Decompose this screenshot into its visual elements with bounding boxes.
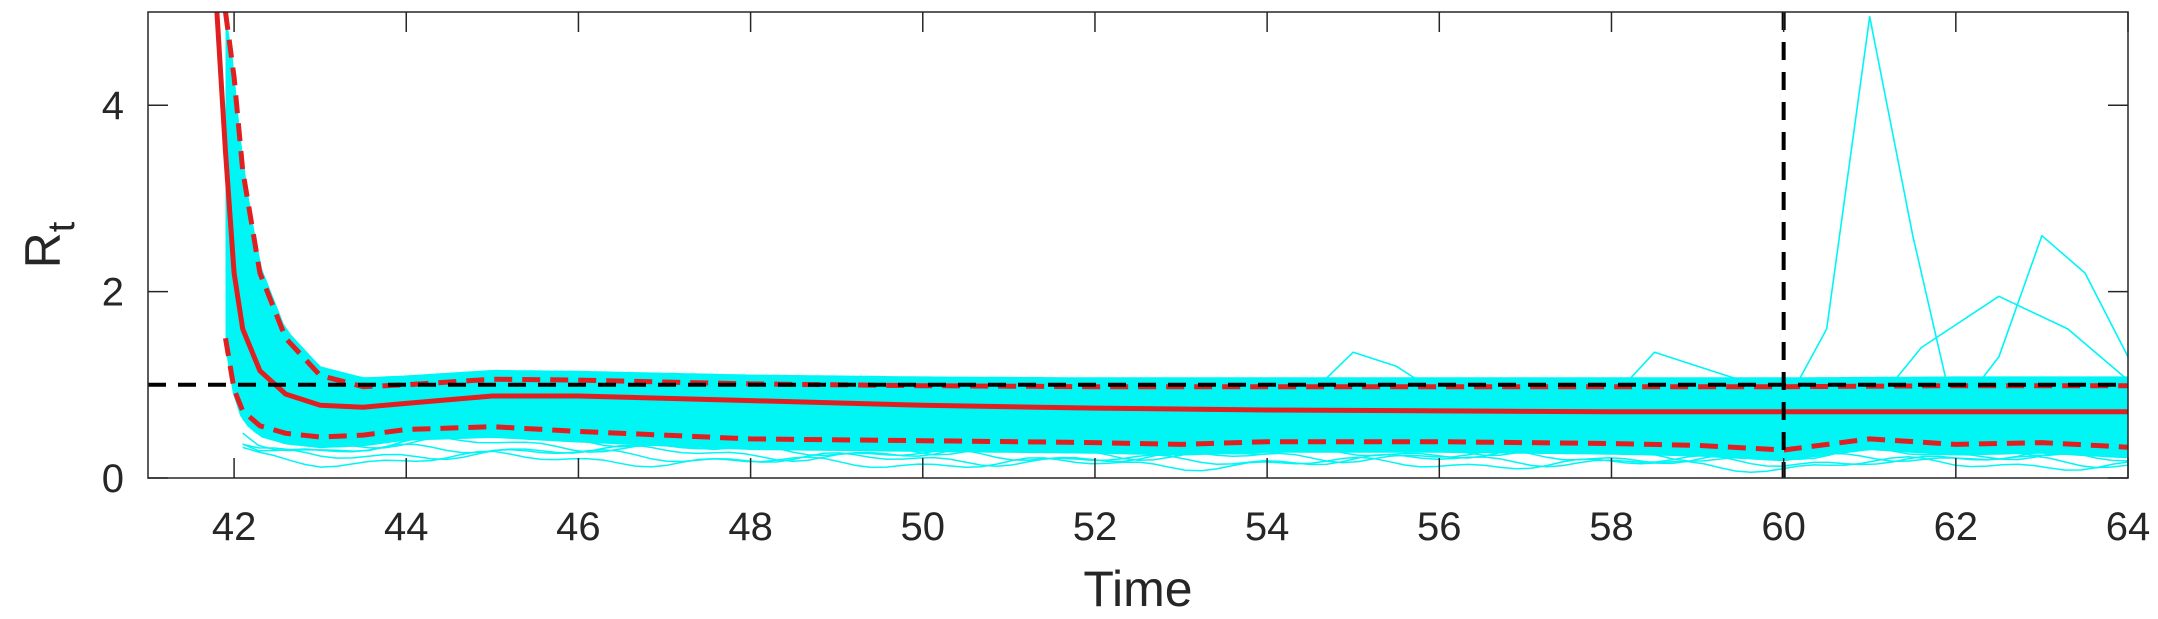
x-tick-label: 58 [1589, 505, 1634, 549]
x-tick-label: 42 [212, 505, 257, 549]
x-tick-label: 64 [2106, 505, 2151, 549]
posterior-sample-line [242, 443, 2129, 465]
x-tick-label: 60 [1761, 505, 1806, 549]
y-axis-title-main: R [15, 232, 71, 268]
x-tick-label: 50 [901, 505, 946, 549]
posterior-envelope [225, 12, 2128, 462]
posterior-band [225, 12, 2129, 474]
y-axis-title-subscript: t [41, 221, 83, 232]
axes [147, 11, 2129, 479]
posterior-sample-line [242, 418, 2129, 461]
x-tick-label: 56 [1417, 505, 1462, 549]
x-tick-label: 54 [1245, 505, 1290, 549]
x-tick-label: 46 [556, 505, 601, 549]
x-tick-label: 62 [1934, 505, 1979, 549]
x-axis-title: Time [1083, 561, 1192, 617]
posterior-sample-line [242, 443, 2129, 469]
tick-labels: 42 44 46 48 50 52 54 56 58 60 62 64 0 2 4 [102, 84, 2151, 549]
plot-frame [147, 11, 2129, 479]
reference-lines [148, 12, 2128, 478]
lower-quantile-line [223, 337, 2129, 453]
x-tick-label: 48 [728, 505, 773, 549]
x-tick-label: 52 [1073, 505, 1118, 549]
median-line [214, 11, 2128, 415]
y-tick-label: 4 [102, 84, 124, 128]
y-tick-label: 2 [102, 271, 124, 315]
posterior-sample-line [224, 11, 2128, 406]
posterior-sample-line [224, 11, 2129, 415]
posterior-sample-line [242, 446, 2129, 474]
x-tick-label: 44 [384, 505, 429, 549]
upper-quantile-line [223, 11, 2128, 390]
y-axis-title: Rt [15, 221, 83, 268]
quantile-lines [214, 11, 2129, 453]
posterior-sample-line [224, 11, 2129, 433]
y-tick-label: 0 [102, 457, 124, 501]
